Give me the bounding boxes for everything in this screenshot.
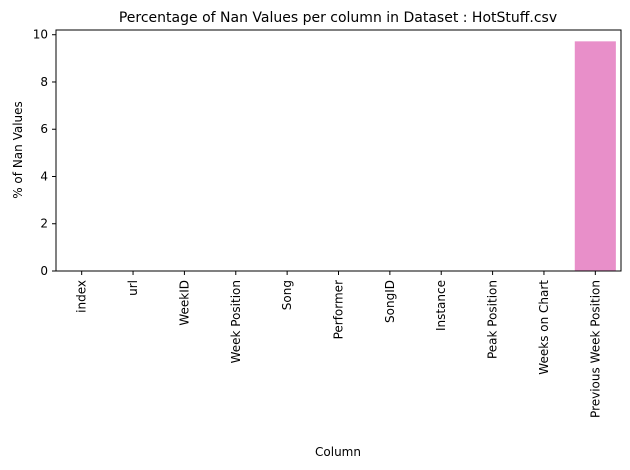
x-axis-label: Column	[315, 445, 361, 459]
y-tick-label: 0	[40, 264, 48, 278]
plot-frame	[55, 29, 622, 272]
x-tick-label: Performer	[332, 280, 346, 339]
y-tick-label: 2	[40, 217, 48, 231]
x-tick-label: Week Position	[229, 280, 243, 363]
x-tick-label: Peak Position	[486, 280, 500, 359]
x-tick-label: Previous Week Position	[588, 280, 602, 418]
y-tick-label: 8	[40, 75, 48, 89]
y-tick-label: 4	[40, 169, 48, 183]
x-tick-label: SongID	[383, 280, 397, 323]
bars-group	[574, 41, 616, 272]
x-tick-label: Song	[280, 280, 294, 310]
x-tick-label: url	[126, 280, 140, 296]
x-tick-label: Weeks on Chart	[537, 280, 551, 375]
x-tick-label: WeekID	[177, 280, 191, 326]
y-axis-ticks: 0 2 4 6 8 10	[33, 28, 56, 278]
x-axis-ticks: index url WeekID Week Position Song Performer…	[75, 271, 602, 418]
bar-previous-week-position	[574, 41, 616, 272]
x-tick-label: index	[75, 280, 89, 313]
y-tick-label: 6	[40, 122, 48, 136]
y-tick-label: 10	[33, 28, 48, 42]
x-tick-label: Instance	[434, 280, 448, 331]
chart-title: Percentage of Nan Values per column in D…	[119, 10, 557, 26]
y-axis-label: % of Nan Values	[11, 101, 25, 199]
